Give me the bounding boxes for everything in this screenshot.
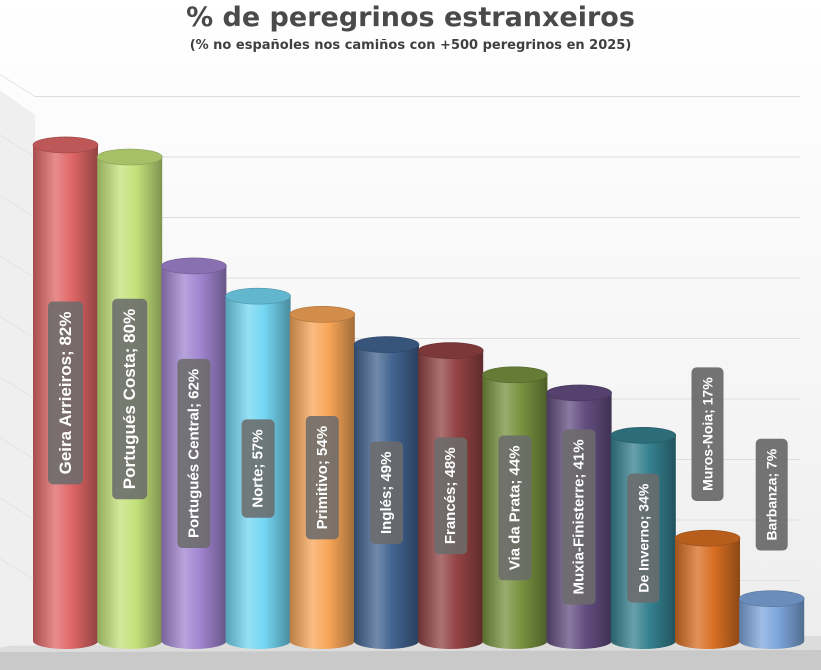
data-label: Barbanza; 7% (755, 438, 788, 551)
data-label-text: Via da Prata; 44% (506, 446, 523, 571)
data-label-text: Primitivo; 54% (314, 426, 331, 529)
data-label-box (305, 415, 339, 540)
data-label: Geira Arrieiros; 82% (48, 301, 83, 485)
data-label: Portugués Central; 62% (177, 358, 211, 549)
data-label-text: Muxia-Finisterre; 41% (571, 439, 588, 594)
gridline-side (0, 497, 36, 521)
bar-top (738, 590, 805, 607)
bar-top (674, 529, 741, 547)
bar-top (546, 384, 612, 402)
bar-body (675, 538, 740, 649)
data-label-box (370, 441, 403, 545)
gridline-side (0, 316, 36, 339)
gridline-side (0, 195, 36, 218)
chart-title: % de peregrinos estranxeiros (186, 2, 635, 33)
data-label-text: Norte; 57% (250, 429, 267, 507)
data-label: De Inverno; 34% (627, 473, 660, 603)
gridline-side (0, 437, 36, 460)
gridline-side (0, 134, 36, 158)
bar-top (353, 336, 420, 353)
bar-top (417, 342, 484, 359)
chart-subtitle: (% no españoles nos camiños con +500 per… (189, 38, 632, 53)
bar-top (161, 257, 227, 275)
data-label: Inglés; 49% (370, 441, 403, 545)
bar-top (482, 366, 548, 384)
gridline-side (0, 74, 36, 97)
data-label-box (241, 419, 275, 518)
data-label-text: Portugués Central; 62% (185, 369, 202, 538)
data-label-text: De Inverno; 34% (635, 483, 651, 592)
bar-top (225, 287, 291, 305)
data-label-box (755, 438, 788, 551)
gridline-side (0, 558, 36, 581)
data-label-text: Portugués Costa; 80% (120, 309, 139, 489)
data-label: Via da Prata; 44% (498, 435, 532, 581)
data-label-text: Geira Arrieiros; 82% (56, 312, 75, 475)
data-label-box (177, 358, 211, 549)
data-label-text: Muros-Noia; 17% (700, 377, 716, 491)
data-label: Norte; 57% (241, 419, 275, 518)
data-labels: Geira Arrieiros; 82% Portugués Costa; 80%… (48, 298, 788, 605)
bar-body (739, 598, 805, 649)
data-label-text: Inglés; 49% (378, 452, 395, 535)
data-label: Muros-Noia; 17% (691, 367, 724, 501)
data-label-box (498, 435, 532, 581)
data-label-text: Barbanza; 7% (764, 448, 780, 540)
bar-top (289, 305, 356, 323)
data-label: Primitivo; 54% (305, 415, 339, 540)
data-label-box (434, 437, 468, 555)
bar-top (32, 136, 99, 154)
data-label-box (691, 367, 724, 501)
data-label: Muxia-Finisterre; 41% (562, 429, 596, 605)
data-label-box (562, 429, 596, 605)
floor-plane (0, 650, 821, 670)
data-label-text: Francés; 48% (442, 447, 459, 544)
data-label-box (627, 473, 660, 603)
data-label: Francés; 48% (434, 437, 468, 555)
data-label-box (48, 301, 83, 485)
gridline-side (0, 376, 36, 400)
bar-top (610, 426, 677, 444)
bar (738, 590, 805, 649)
gridline-side (0, 255, 36, 279)
bars (32, 136, 805, 649)
data-label-box (112, 298, 148, 500)
data-label: Portugués Costa; 80% (112, 298, 148, 500)
bar-top (96, 148, 163, 166)
side-wall (0, 90, 35, 648)
bar (674, 529, 741, 649)
